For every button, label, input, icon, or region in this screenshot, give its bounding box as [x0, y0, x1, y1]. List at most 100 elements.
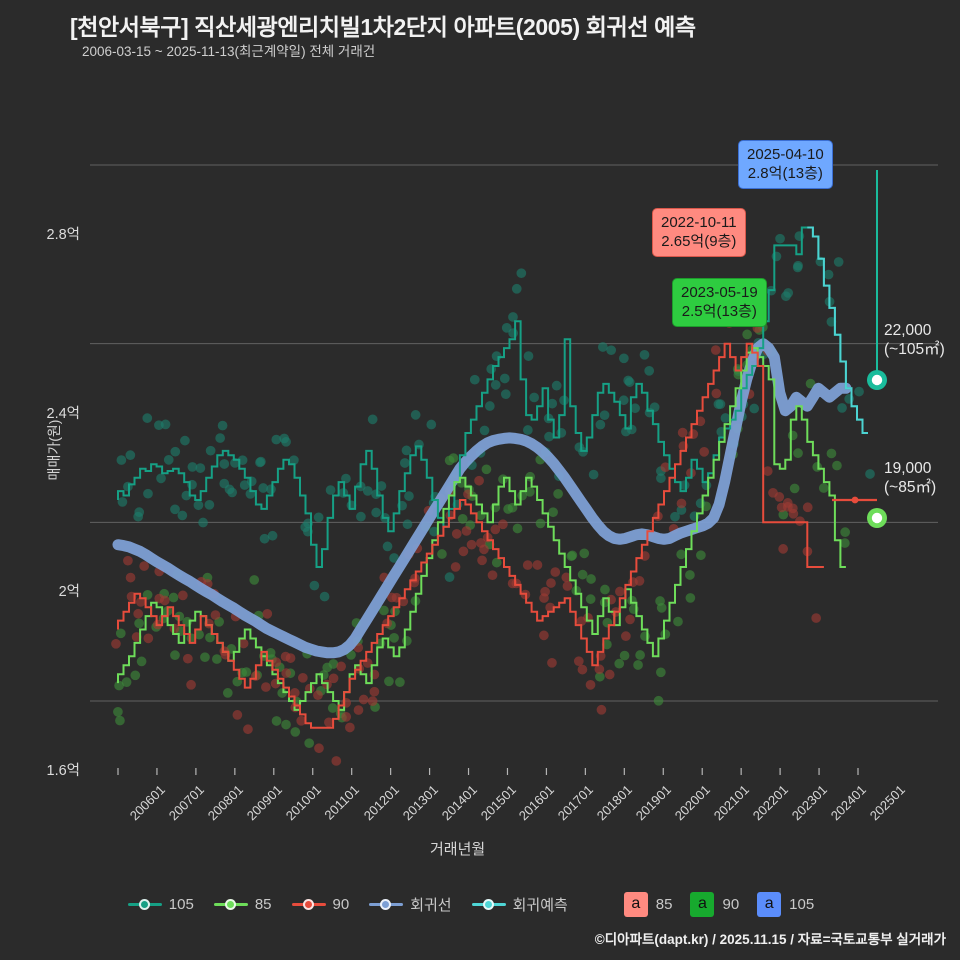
annotation-value: 2.8억(13층)	[747, 165, 823, 183]
scatter-point	[588, 469, 599, 480]
endpoint-marker-core	[871, 512, 883, 524]
scatter-point	[619, 353, 629, 364]
scatter-point	[625, 614, 635, 625]
scatter-point	[778, 544, 789, 554]
scatter-point	[178, 590, 188, 601]
page-subtitle: 2006-03-15 ~ 2025-11-13(최근계약일) 전체 거래건	[82, 44, 376, 59]
scatter-point	[170, 504, 180, 515]
scatter-point	[507, 502, 518, 513]
scatter-point	[115, 628, 126, 639]
scatter-point	[204, 499, 215, 510]
annotation-date: 2023-05-19	[681, 284, 758, 301]
scatter-point	[186, 679, 196, 690]
scatter-point	[523, 351, 534, 361]
scatter-point	[833, 257, 844, 267]
scatter-point	[793, 260, 803, 271]
scatter-point	[529, 392, 539, 403]
scatter-point	[154, 420, 164, 431]
legend-item-105[interactable]: 105	[127, 896, 194, 913]
scatter-point	[606, 345, 617, 356]
scatter-point	[448, 453, 459, 463]
scatter-point	[676, 549, 687, 560]
scatter-point	[479, 425, 490, 436]
scatter-point	[168, 592, 179, 603]
legend-badge-90[interactable]: a	[690, 891, 715, 917]
legend-item-회귀예측[interactable]: 회귀예측	[471, 894, 568, 915]
scatter-point	[384, 676, 394, 687]
scatter-point	[498, 474, 508, 485]
scatter-point	[327, 703, 338, 713]
scatter-point	[123, 555, 133, 566]
scatter-point	[639, 349, 650, 360]
scatter-point	[298, 672, 308, 683]
legend-item-90[interactable]: 90	[291, 895, 350, 913]
scatter-point	[304, 738, 315, 749]
scatter-point	[170, 446, 181, 457]
scatter-point	[500, 389, 511, 400]
annotation-value: 2.65억(9층)	[661, 233, 737, 251]
legend-label: 90	[332, 895, 350, 913]
legend-item-85[interactable]: 85	[213, 896, 272, 913]
legend-badge-85[interactable]: a	[623, 891, 648, 917]
scatter-point	[341, 711, 352, 722]
scatter-point	[210, 610, 221, 620]
scatter-point	[328, 673, 339, 684]
scatter-point	[685, 570, 695, 580]
scatter-point	[134, 507, 145, 517]
annotation-2023: 2023-05-19 2.5억(13층)	[672, 278, 767, 328]
scatter-point	[382, 541, 393, 552]
scatter-point	[491, 557, 502, 568]
x-axis-label: 거래년월	[430, 841, 486, 858]
scatter-point	[544, 431, 554, 442]
scatter-point	[331, 756, 342, 766]
scatter-point	[789, 483, 800, 494]
scatter-point	[487, 570, 498, 581]
scatter-point	[596, 704, 607, 715]
legend-marker-icon	[471, 898, 506, 911]
endpoint-area: (~85㎡)	[884, 479, 937, 497]
scatter-point	[619, 650, 630, 661]
scatter-point	[685, 593, 696, 603]
scatter-point	[670, 511, 680, 522]
scatter-point	[774, 492, 785, 502]
scatter-point	[285, 653, 296, 663]
page-title: [천안서북구] 직산세광엔리치빌1차2단지 아파트(2005) 회귀선 예측	[70, 14, 696, 40]
scatter-point	[660, 462, 671, 473]
scatter-point	[353, 705, 364, 715]
scatter-point	[811, 613, 822, 623]
scatter-point	[324, 717, 334, 728]
scatter-point	[142, 413, 153, 423]
scatter-point	[450, 562, 461, 572]
chart-footer: ©디아파트(dapt.kr) / 2025.11.15 / 자료=국토교통부 실…	[594, 932, 946, 947]
scatter-point	[474, 475, 484, 486]
annotation-date: 2022-10-11	[661, 214, 737, 231]
scatter-point	[547, 657, 557, 668]
scatter-point	[130, 670, 141, 681]
chart-plot-area: 매매가(원) 거래년월 2.8억 2.4억 2억 1.6억 200601 200701 2…	[0, 68, 960, 880]
legend-item-회귀선[interactable]: 회귀선	[369, 894, 452, 915]
scatter-point	[656, 667, 666, 678]
scatter-point	[522, 560, 533, 570]
scatter-point	[477, 555, 487, 566]
scatter-point	[546, 578, 556, 588]
scatter-point	[599, 410, 610, 421]
y-tick-label: 2억	[58, 584, 80, 601]
scatter-point	[115, 715, 125, 726]
legend-badge-105[interactable]: a	[757, 891, 782, 917]
scatter-point	[566, 551, 577, 562]
scatter-point	[313, 690, 323, 700]
scatter-point	[655, 596, 665, 606]
scatter-point	[256, 456, 266, 467]
scatter-point	[125, 450, 136, 460]
scatter-point	[156, 473, 166, 484]
scatter-point	[249, 575, 260, 585]
scatter-point	[550, 567, 561, 577]
scatter-point	[458, 546, 469, 557]
scatter-point	[475, 510, 486, 521]
scatter-point	[600, 584, 610, 595]
scatter-point	[511, 578, 522, 589]
scatter-point	[594, 664, 605, 675]
scatter-point	[501, 323, 512, 333]
annotation-2025: 2025-04-10 2.8억(13층)	[738, 140, 833, 190]
scatter-point	[345, 722, 355, 733]
